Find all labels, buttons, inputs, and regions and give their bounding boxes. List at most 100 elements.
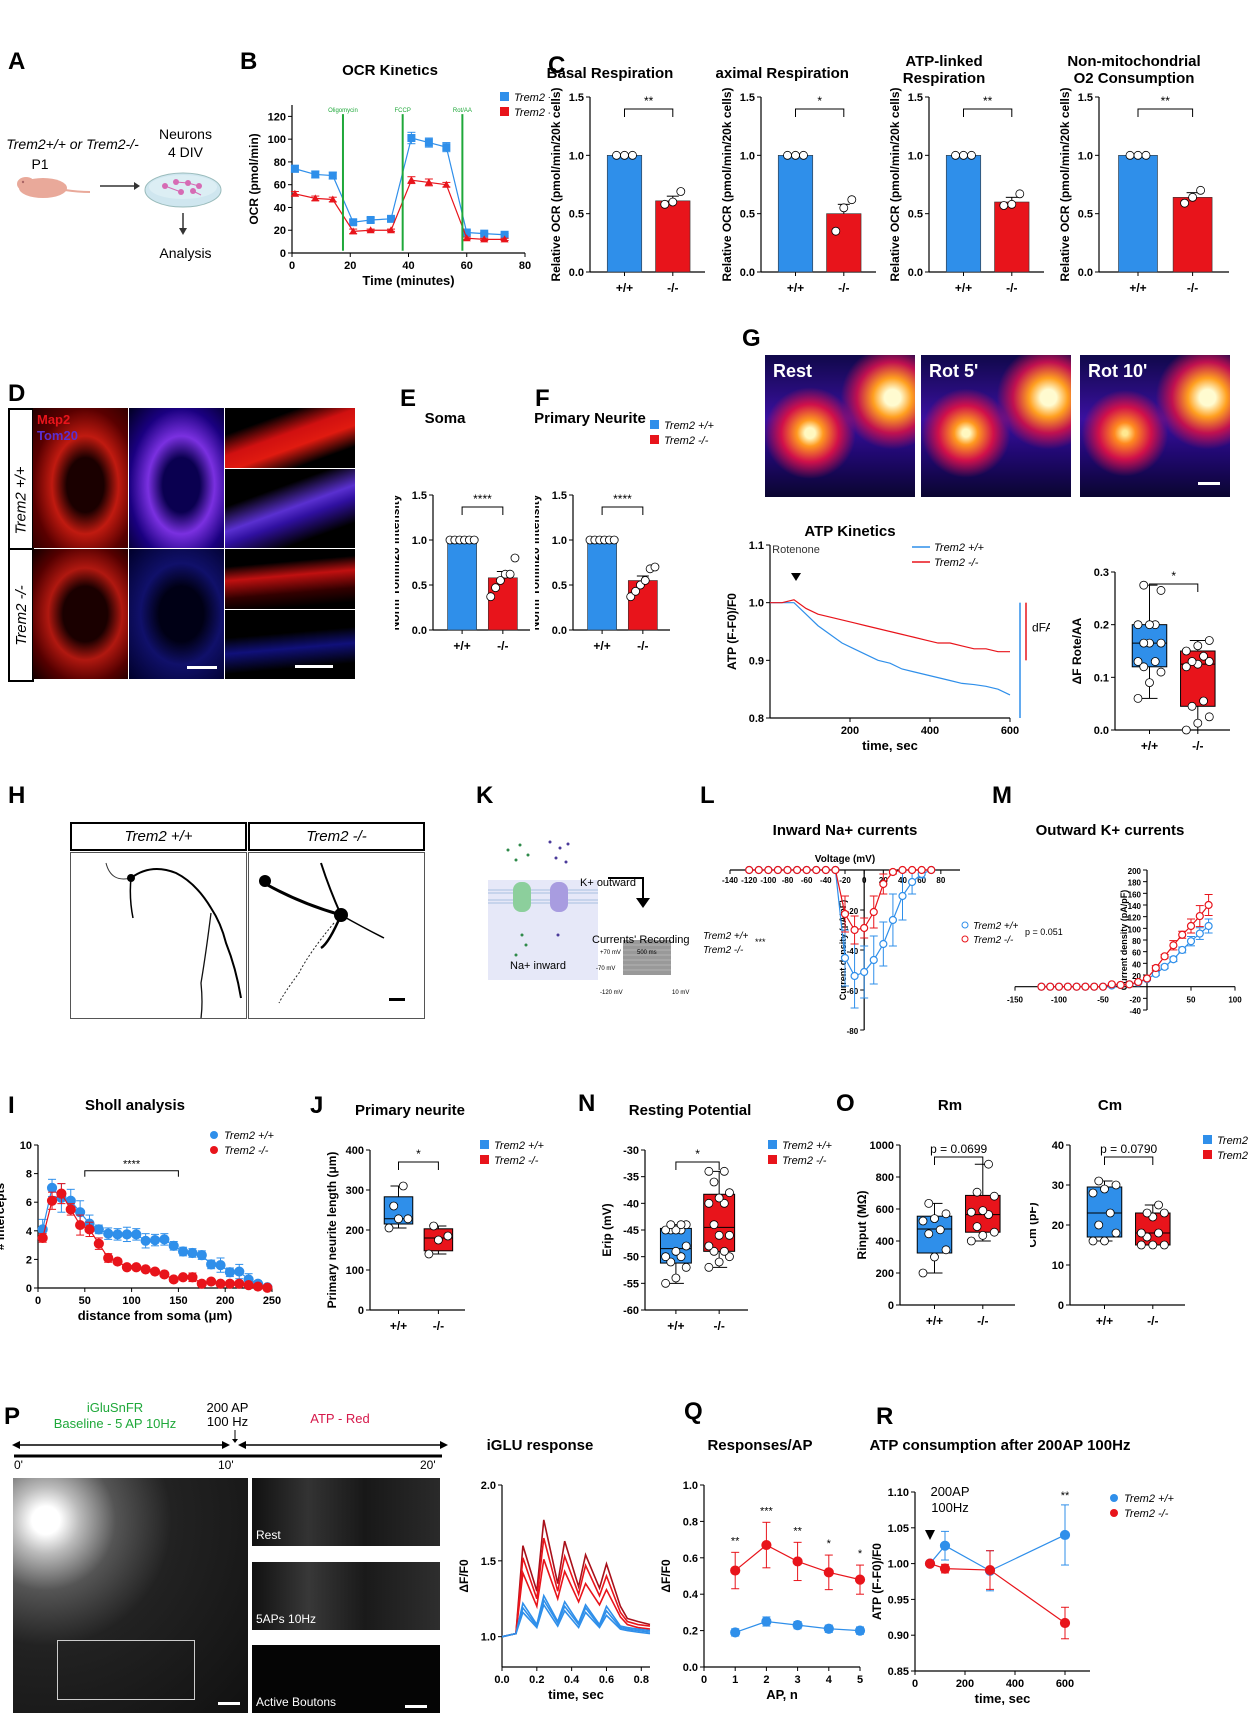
y-axis-label: Current density (pA/pF) [1119,890,1129,991]
data-point [328,171,337,180]
legend-label: Trem2 +/+ [514,92,550,104]
treatment-label: Oligomycin [328,108,358,114]
x-tick-label: 200 [956,1678,974,1690]
data-point [671,1225,681,1235]
data-point [935,1225,945,1235]
data-point [311,194,320,202]
chart-atp-consumption: ATP consumption after 200AP 100Hz 0.85 0.9… [870,1437,1175,1706]
x-tick-label: 80 [519,260,531,272]
y-axis-label: # Intercepts [0,1182,7,1250]
data-point [1088,1188,1098,1198]
category-label: +/+ [955,281,972,295]
micrograph-tom20-ko [129,549,224,679]
data-point [1204,921,1213,931]
significance-label: ** [1161,94,1171,108]
y-axis-label: Erip (mV) [600,1203,614,1256]
series-line [294,137,505,236]
data-point [1098,982,1108,991]
significance-label: * [858,1548,863,1560]
data-point [676,1220,686,1230]
data-point [730,1565,741,1576]
panel-letter-a: A [8,48,26,75]
box [703,1193,736,1252]
x-tick-label: 0 [35,1295,41,1307]
bar [945,155,982,273]
data-point [168,1274,179,1285]
data-point [1196,185,1206,195]
y-tick-label: 1.05 [888,1523,909,1535]
data-point [65,1204,76,1215]
data-point [984,1159,993,1169]
data-point [252,1281,264,1292]
y-tick-label: 160 [1128,890,1142,899]
y-tick-label: 100 [268,134,286,146]
data-point [831,226,841,236]
data-point [1151,963,1160,973]
chart-delta-f-rote-aa: 0.0 0.1 0.2 0.3 +/+ -/- ΔF Rote/AA * [1070,567,1230,753]
y-tick-label: 8 [26,1169,32,1181]
data-point [131,1229,142,1240]
legend-label: Trem2 +/+ [664,420,715,432]
legend-marker [1203,1135,1212,1144]
data-point [1125,150,1135,160]
data-point [1090,982,1099,991]
legend-marker [768,1140,777,1149]
data-point [1187,657,1197,666]
data-point [500,230,509,239]
data-point [168,1240,179,1251]
data-point [1199,651,1208,661]
significance-bracket [1137,108,1194,117]
chart-title: Resting Potential [629,1102,752,1119]
data-point [243,1280,254,1291]
x-tick-label: 100 [122,1295,140,1307]
y-tick-label: 40 [274,202,286,214]
data-point [462,228,471,237]
significance-label: p = 0.0699 [930,1142,987,1156]
bar [606,155,643,273]
data-point [725,1188,734,1198]
chart-title: Respiration [903,70,986,87]
data-point [424,1249,434,1259]
data-point [840,953,850,963]
significance-label: ** [793,1525,802,1537]
y-tick-label: 200 [876,1268,894,1280]
y-tick-label: 1.0 [683,1480,698,1492]
y-tick-label: 200 [1128,867,1142,876]
atp-image-rot10: Rot 10' [1080,355,1230,497]
data-point [1169,941,1178,950]
data-point [1063,982,1072,991]
category-label: +/+ [926,1314,943,1328]
data-point [927,865,936,875]
k-channel-icon [550,882,568,912]
data-point [1178,930,1187,939]
legend-marker [480,1140,489,1149]
data-point [725,1252,734,1262]
legend-label: Trem2 -/- [703,945,744,956]
y-axis-label: Relative OCR (pmol/min/20k cells) [549,87,563,281]
significance-label: *** [760,1505,774,1517]
data-point [730,1627,741,1638]
bar [1172,197,1213,273]
legend-marker [768,1155,777,1164]
y-tick-label: 0.0 [569,267,584,279]
genotype-text: Trem2+/+ or Trem2-/- [6,136,139,152]
legend-marker [480,1155,489,1164]
data-point [407,176,416,184]
bar [655,200,691,273]
y-axis-label: Norm Tomm20 intensity [535,494,542,630]
data-point [1133,693,1143,703]
range-label: dFATP [1032,621,1050,635]
data-point [869,955,878,965]
scale-bar [389,998,405,1001]
data-point [349,227,358,235]
category-label: +/+ [616,281,633,295]
y-tick-label: 0.8 [683,1516,698,1528]
significance-bracket [84,1170,179,1177]
data-point [424,178,433,186]
legend-label: Trem2 +/+ [224,1130,275,1142]
bar [994,201,1030,273]
y-tick-label: 0.1 [1094,672,1109,684]
data-point [1088,1236,1098,1246]
y-tick-label: 2.0 [481,1480,496,1492]
stim-line1: 200 AP [206,1400,249,1415]
